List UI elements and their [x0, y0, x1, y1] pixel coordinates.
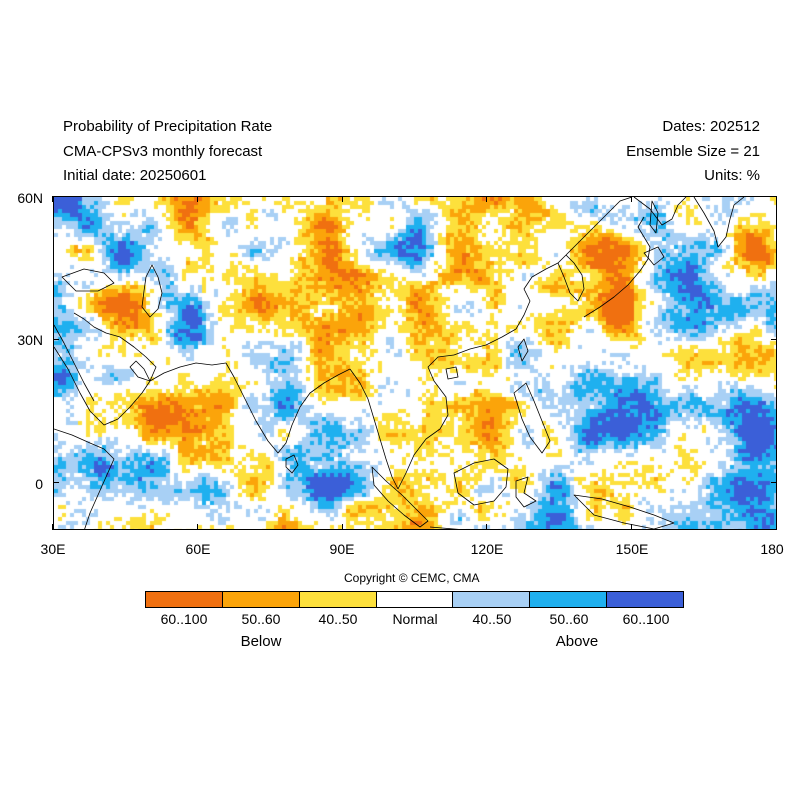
- coastlines: [54, 197, 745, 529]
- coastline-java: [429, 526, 459, 529]
- colorbar-label: 60..100: [622, 611, 670, 627]
- y-tick-label: 30N: [17, 332, 43, 348]
- tick-mark: [342, 196, 343, 202]
- coastline-sri-lanka: [285, 454, 299, 474]
- y-tick-label: 0: [35, 476, 43, 492]
- tick-mark: [486, 196, 487, 202]
- map-subtitle: CMA-CPSv3 monthly forecast: [63, 143, 263, 160]
- coastline-sumatra: [371, 466, 429, 528]
- colorbar-label: 40..50: [472, 611, 512, 627]
- coastline-black-sea: [61, 268, 115, 292]
- coastline-east-africa: [54, 428, 115, 529]
- initial-date-label: Initial date: 20250601: [63, 167, 207, 184]
- units-label: Units: %: [704, 167, 760, 184]
- x-tick-label: 60E: [185, 541, 211, 557]
- coastline-caspian: [141, 264, 163, 318]
- x-tick-label: 90E: [329, 541, 355, 557]
- coastline-sulawesi: [515, 476, 537, 508]
- colorbar-label: 60..100: [160, 611, 208, 627]
- colorbar-swatch-below-40-50: [299, 592, 377, 607]
- y-tick-label: 60N: [17, 190, 43, 206]
- map-title: Probability of Precipitation Rate: [63, 118, 273, 135]
- tick-mark: [631, 524, 632, 530]
- colorbar-swatch-above-60-100: [607, 592, 684, 607]
- colorbar-swatch-below-60-100: [146, 592, 223, 607]
- tick-mark: [53, 482, 59, 483]
- tick-mark: [53, 339, 59, 340]
- tick-mark: [53, 196, 59, 197]
- coastline-red-sea: [54, 324, 95, 402]
- coastline-east-china: [515, 254, 567, 330]
- coastline-borneo: [453, 458, 509, 506]
- colorbar-swatch-normal: [376, 592, 454, 607]
- colorbar-swatch-below-50-60: [222, 592, 300, 607]
- tick-mark: [342, 524, 343, 530]
- tick-mark: [771, 196, 777, 197]
- tick-mark: [197, 524, 198, 530]
- tick-mark: [776, 524, 777, 530]
- coastline-kamchatka: [693, 197, 745, 248]
- coastline-india: [225, 362, 351, 454]
- coastline-philippines: [513, 382, 551, 454]
- x-tick-label: 30E: [40, 541, 66, 557]
- coastline-japan: [583, 216, 651, 318]
- copyright-notice: Copyright © CEMC, CMA: [344, 571, 480, 585]
- coastline-myanmar: [349, 368, 399, 490]
- x-tick-label: 150E: [615, 541, 649, 557]
- coastline-hainan: [445, 366, 459, 380]
- colorbar-label: 50..60: [549, 611, 589, 627]
- below-group-label: Below: [240, 633, 282, 650]
- coastline-new-guinea: [573, 494, 675, 529]
- coastline-arabia: [54, 312, 157, 426]
- coastline-indochina: [397, 354, 455, 490]
- tick-mark: [771, 482, 777, 483]
- coastline-okhotsk: [633, 197, 687, 226]
- tick-mark: [631, 196, 632, 202]
- colorbar-label: 50..60: [241, 611, 281, 627]
- coastline-far-east: [565, 197, 633, 256]
- tick-mark: [486, 524, 487, 530]
- colorbar-swatch-above-40-50: [453, 592, 531, 607]
- x-tick-label: 180: [760, 541, 784, 557]
- map-plot-area: [53, 196, 777, 530]
- coastline-sakhalin: [649, 200, 659, 234]
- colorbar: [145, 591, 684, 608]
- ensemble-size-label: Ensemble Size = 21: [626, 143, 760, 160]
- dates-label: Dates: 202512: [662, 118, 760, 135]
- coastline-iran: [149, 362, 227, 382]
- coastline-korea: [557, 254, 585, 302]
- coastline-south-china: [453, 328, 517, 356]
- tick-mark: [771, 339, 777, 340]
- colorbar-label: 40..50: [318, 611, 358, 627]
- coastline-hokkaido: [643, 246, 665, 266]
- x-tick-label: 120E: [470, 541, 504, 557]
- above-group-label: Above: [555, 633, 599, 650]
- tick-mark: [197, 196, 198, 202]
- coastline-persian-gulf: [129, 360, 151, 382]
- colorbar-label: Normal: [392, 611, 438, 627]
- tick-mark: [52, 524, 53, 530]
- tick-mark: [52, 196, 53, 202]
- tick-mark: [776, 196, 777, 202]
- colorbar-swatch-above-50-60: [530, 592, 608, 607]
- coastline-taiwan: [517, 338, 529, 362]
- probability-field: [54, 197, 776, 529]
